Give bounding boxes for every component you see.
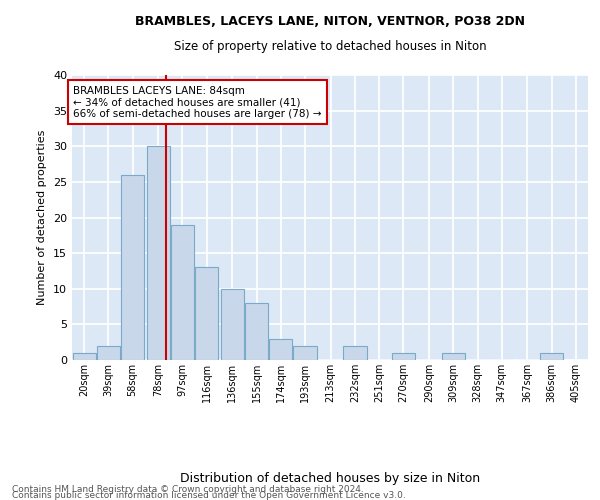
Text: Contains public sector information licensed under the Open Government Licence v3: Contains public sector information licen… <box>12 491 406 500</box>
Bar <box>221 289 244 360</box>
Bar <box>121 175 144 360</box>
Bar <box>97 346 120 360</box>
Text: Contains HM Land Registry data © Crown copyright and database right 2024.: Contains HM Land Registry data © Crown c… <box>12 484 364 494</box>
Bar <box>245 303 268 360</box>
Bar <box>269 338 292 360</box>
Bar <box>392 353 415 360</box>
Bar <box>171 224 194 360</box>
Bar <box>343 346 367 360</box>
Bar <box>146 146 170 360</box>
Y-axis label: Number of detached properties: Number of detached properties <box>37 130 47 305</box>
Text: BRAMBLES, LACEYS LANE, NITON, VENTNOR, PO38 2DN: BRAMBLES, LACEYS LANE, NITON, VENTNOR, P… <box>135 15 525 28</box>
Bar <box>540 353 563 360</box>
Bar <box>195 268 218 360</box>
Text: BRAMBLES LACEYS LANE: 84sqm
← 34% of detached houses are smaller (41)
66% of sem: BRAMBLES LACEYS LANE: 84sqm ← 34% of det… <box>73 86 322 119</box>
Text: Size of property relative to detached houses in Niton: Size of property relative to detached ho… <box>173 40 487 53</box>
Bar <box>293 346 317 360</box>
Bar <box>442 353 465 360</box>
Bar <box>73 353 96 360</box>
Text: Distribution of detached houses by size in Niton: Distribution of detached houses by size … <box>180 472 480 485</box>
